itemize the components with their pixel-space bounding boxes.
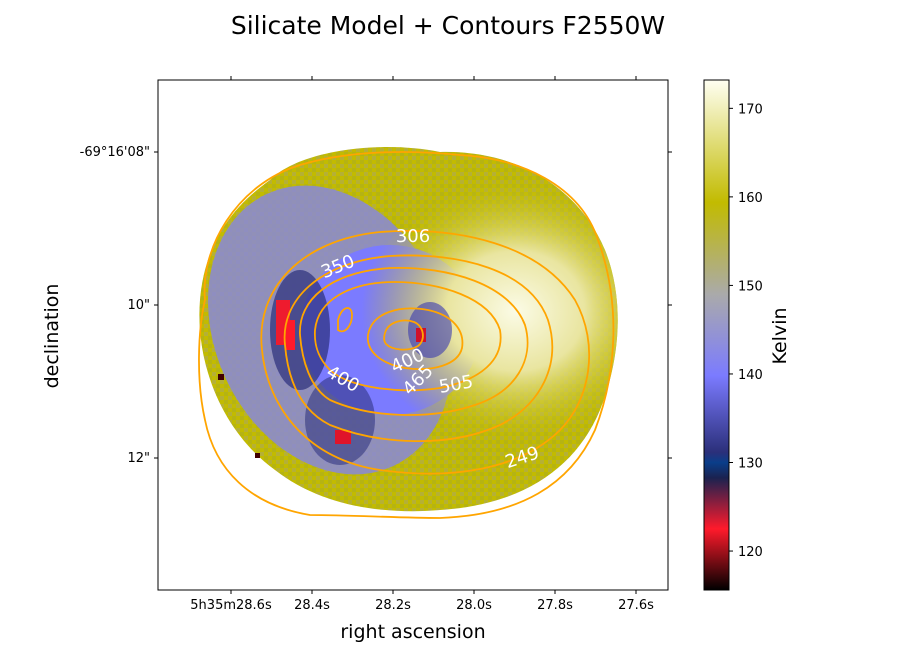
contour-blob [337, 307, 353, 333]
chart-title: Silicate Model + Contours F2550W [231, 11, 665, 40]
x-axis-ticks: 5h35m28.6s 28.4s 28.2s 28.0s 27.8s 27.6s [190, 76, 654, 613]
contour-306 [260, 230, 591, 475]
contour-400-inner [313, 281, 502, 392]
colorbar-ticks: 120 130 140 150 160 170 [729, 102, 763, 560]
y-axis-label: declination [41, 284, 63, 389]
temperature-map [199, 147, 618, 512]
x-axis-label: right ascension [340, 621, 485, 643]
cold-spots [218, 300, 426, 458]
colorbar-tick-label: 150 [738, 279, 763, 294]
contour-505 [383, 319, 424, 351]
contour-lines [198, 151, 615, 519]
colorbar-label: Kelvin [769, 307, 791, 364]
colorbar [703, 79, 730, 591]
colorbar-tick-label: 120 [738, 545, 763, 560]
contour-350 [283, 254, 553, 443]
x-tick-label: 28.2s [375, 598, 411, 613]
x-tick-label: 27.6s [618, 598, 654, 613]
contour-400-outer [299, 267, 529, 416]
contour-249 [198, 151, 615, 519]
x-tick-label: 28.4s [294, 598, 330, 613]
colorbar-tick-label: 130 [738, 457, 763, 472]
contour-465 [367, 307, 464, 370]
colorbar-tick-label: 170 [738, 102, 763, 117]
x-tick-label: 5h35m28.6s [190, 598, 272, 613]
y-tick-label: -69°16'08" [80, 145, 150, 160]
x-tick-label: 28.0s [456, 598, 492, 613]
y-tick-label: 12" [127, 451, 150, 466]
y-axis-ticks: -69°16'08" 10" 12" [80, 145, 672, 466]
colorbar-tick-label: 140 [738, 368, 763, 383]
x-tick-label: 27.8s [537, 598, 573, 613]
y-tick-label: 10" [127, 298, 150, 313]
colorbar-tick-label: 160 [738, 191, 763, 206]
contour-label: 306 [396, 226, 430, 247]
